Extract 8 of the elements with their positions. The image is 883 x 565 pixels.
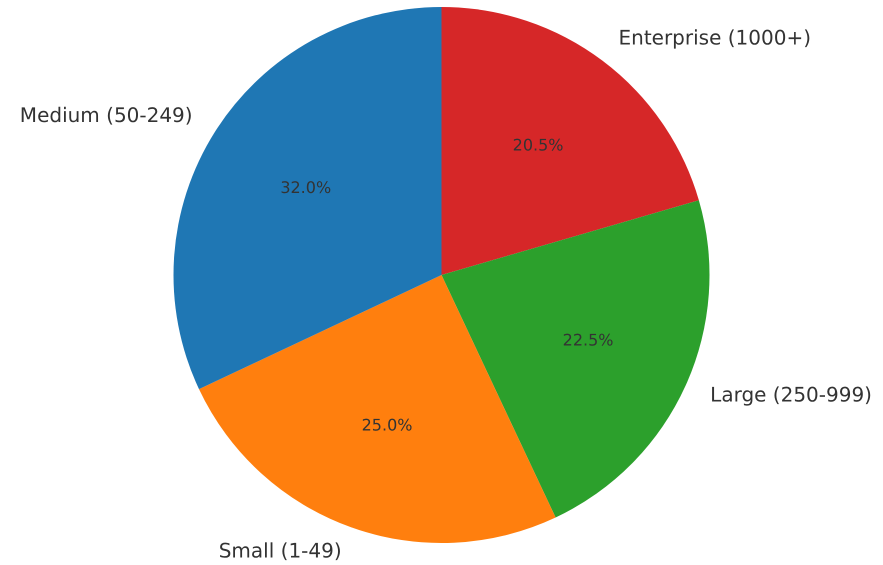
slice-label: Medium (50-249) [20, 103, 193, 128]
slice-label: Enterprise (1000+) [618, 25, 812, 50]
data-label: 32.0% [280, 178, 332, 197]
data-label: 20.5% [512, 136, 564, 155]
data-label: 22.5% [562, 330, 614, 350]
slice-label: Small (1-49) [218, 538, 342, 563]
slice-label: Large (250-999) [710, 382, 872, 407]
data-label: 25.0% [362, 415, 412, 434]
